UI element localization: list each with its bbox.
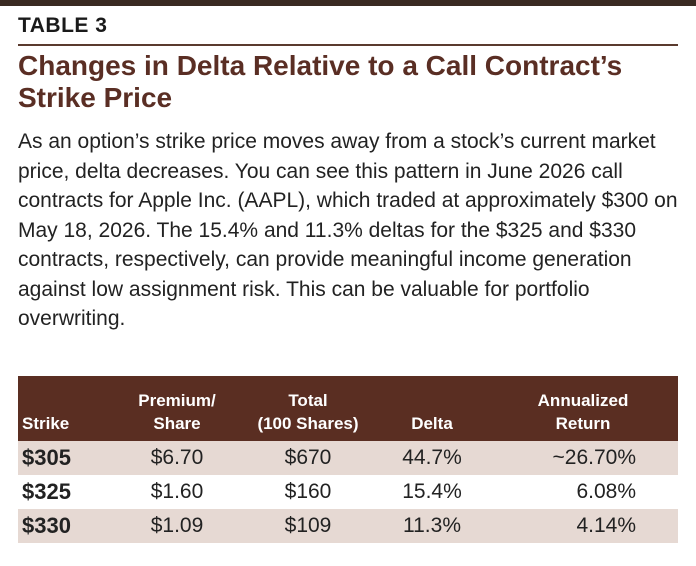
- cell-total: $109: [284, 514, 332, 537]
- cell-premium: $1.09: [150, 514, 204, 537]
- cell-annualized-return: ~26.70%: [552, 446, 637, 469]
- cell-total: $670: [284, 446, 332, 469]
- table-row: $305 $6.70 $670 44.7% ~26.70%: [18, 441, 678, 475]
- cell-strike: $330: [22, 513, 71, 538]
- top-rule: [0, 0, 696, 6]
- header-premium: Premium/ Share: [138, 391, 216, 433]
- table-row: $330 $1.09 $109 11.3% 4.14%: [18, 509, 678, 543]
- cell-strike: $305: [22, 445, 71, 470]
- table-description: As an option’s strike price moves away f…: [18, 130, 678, 330]
- cell-annualized-return: 6.08%: [576, 480, 636, 503]
- cell-delta: 15.4%: [402, 480, 462, 503]
- cell-delta: 44.7%: [402, 446, 462, 469]
- title-divider: [18, 44, 678, 46]
- header-total: Total (100 Shares): [257, 391, 359, 433]
- cell-delta: 11.3%: [403, 514, 461, 537]
- header-strike: Strike: [22, 414, 70, 433]
- header-annualized-return: Annualized Return: [537, 391, 629, 433]
- table-row: $325 $1.60 $160 15.4% 6.08%: [18, 475, 678, 509]
- cell-annualized-return: 4.14%: [576, 514, 636, 537]
- table-header-row: Strike Premium/ Share Total (100 Shares)…: [18, 376, 678, 441]
- cell-premium: $1.60: [150, 480, 204, 503]
- cell-strike: $325: [22, 479, 71, 504]
- table-title: Changes in Delta Relative to a Call Cont…: [18, 50, 623, 113]
- cell-total: $160: [284, 480, 332, 503]
- cell-premium: $6.70: [150, 446, 204, 469]
- delta-table: Strike Premium/ Share Total (100 Shares)…: [18, 376, 678, 543]
- header-delta: Delta: [411, 414, 453, 433]
- table-label: TABLE 3: [18, 14, 108, 37]
